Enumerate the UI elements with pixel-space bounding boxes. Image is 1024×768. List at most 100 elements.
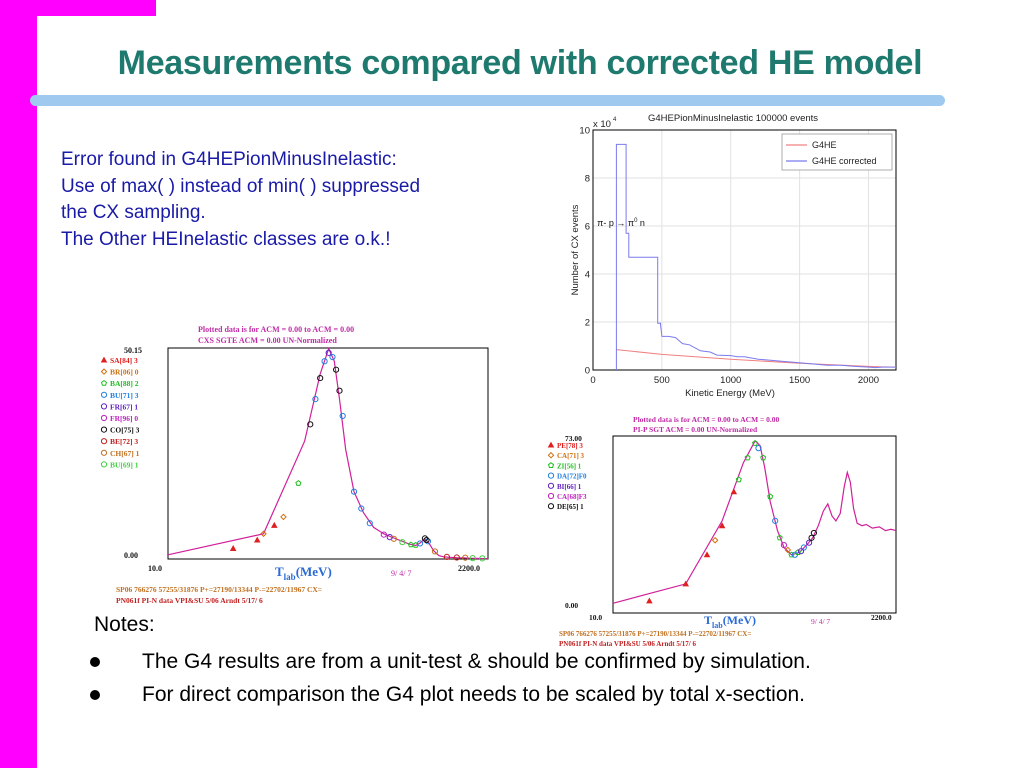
sgt-model-curve — [612, 439, 897, 604]
data-point — [462, 554, 469, 561]
data-point — [350, 488, 358, 495]
data-point — [784, 546, 792, 554]
g4-y-axis-label: Number of CX events — [570, 204, 581, 295]
error-line: Error found in G4HEPionMinusInelastic: — [61, 149, 397, 170]
legend-entry: SA[84] 3 — [110, 356, 138, 365]
bullet-icon — [90, 657, 100, 667]
data-point — [399, 539, 406, 546]
sgt-xmax-label: 2200.0 — [871, 613, 892, 622]
data-point — [431, 548, 439, 555]
data-point — [795, 549, 802, 555]
data-point — [100, 356, 108, 363]
data-point — [797, 548, 805, 555]
note-text: The G4 results are from a unit-test & sh… — [142, 650, 811, 673]
y-tick-label: 0 — [585, 366, 590, 377]
model-curve-line — [612, 439, 897, 604]
sgt-legend: PE[78] 3 CA[71] 3 ZI[56] 1 DA[72]F0 BI[66] 1… — [547, 441, 587, 511]
data-point — [280, 513, 287, 521]
data-point — [421, 535, 429, 542]
cxs-model-curve — [167, 346, 488, 560]
data-point — [325, 349, 332, 356]
legend-entry: BR[06] 0 — [110, 368, 139, 377]
data-point — [253, 536, 261, 543]
data-point — [271, 521, 278, 528]
data-point — [336, 387, 343, 394]
sgt-footer-line2: PN061f PI-N data VPI&SU 5/06 Arndt 5/17/… — [559, 640, 696, 648]
data-point — [307, 421, 314, 428]
g4-plot-frame — [592, 129, 897, 371]
sgt-ymax-label: 73.00 — [565, 434, 582, 443]
cxs-footer-line1: SP06 766276 57255/31876 P+=27190/13344 P… — [116, 585, 322, 594]
g4-legend-label: G4HE corrected — [812, 156, 877, 166]
data-point — [808, 534, 815, 541]
x-tick-label: 0 — [590, 375, 595, 386]
cxs-x-axis-label: Tlab(MeV) — [275, 564, 332, 582]
legend-entry: FR[96] 0 — [110, 414, 138, 423]
data-point — [321, 358, 328, 365]
error-line: Use of max( ) instead of min( ) suppress… — [61, 175, 421, 197]
g4-legend-label: G4HE — [812, 140, 837, 150]
data-point — [100, 403, 108, 410]
data-point — [547, 472, 555, 479]
sgt-x-axis-label: Tlab(MeV) — [704, 613, 756, 630]
data-point — [791, 551, 798, 558]
g4-legend: G4HE G4HE corrected — [781, 133, 893, 171]
data-point — [744, 454, 751, 461]
data-point — [329, 353, 336, 361]
cxs-data-plot: Plotted data is for ACM = 0.00 to ACM = … — [100, 325, 489, 605]
data-point — [100, 368, 108, 375]
legend-entry: CA[68]F3 — [557, 493, 587, 501]
top-accent-bar — [37, 0, 156, 16]
data-point — [260, 530, 267, 538]
bullet-icon — [90, 690, 100, 700]
y-tick-label: 2 — [585, 318, 590, 329]
sgt-header-line2: PI-P SGT ACM = 0.00 UN-Normalized — [633, 425, 758, 434]
g4-y-multiplier-exp: 4 — [613, 117, 617, 123]
data-point — [366, 520, 373, 527]
data-point — [547, 451, 555, 459]
cxs-header-line2: CXS SGTE ACM = 0.00 UN-Normalized — [198, 336, 337, 345]
data-point — [469, 555, 476, 562]
model-curve-line — [167, 346, 488, 560]
data-point — [380, 531, 387, 538]
x-tick-label: 1000 — [720, 375, 741, 386]
sgt-plot-frame — [612, 435, 897, 614]
legend-entry: DE[65] 1 — [557, 503, 584, 511]
slide-title: Measurements compared with corrected HE … — [117, 44, 923, 82]
data-point — [646, 597, 653, 604]
data-point — [423, 536, 430, 544]
legend-entry: BE[72] 3 — [110, 437, 138, 446]
cxs-xmin-label: 10.0 — [148, 564, 162, 573]
svg-text:π- p → π0 n: π- p → π0 n — [597, 218, 645, 228]
data-point — [810, 529, 817, 537]
error-description: Error found in G4HEPionMinusInelastic: U… — [61, 147, 511, 253]
legend-entry: CO[75] 3 — [110, 426, 140, 435]
notes-section: Notes: The G4 results are from a unit-te… — [90, 611, 994, 711]
sgt-data-plot: Plotted data is for ACM = 0.00 to ACM = … — [547, 415, 897, 648]
data-point — [730, 488, 738, 495]
data-point — [682, 580, 690, 587]
cxs-date-label: 9/ 4/ 7 — [391, 569, 411, 578]
sgt-xmin-label: 10.0 — [589, 613, 602, 622]
list-item: The G4 results are from a unit-test & sh… — [90, 645, 994, 678]
sgt-date-label: 9/ 4/ 7 — [811, 617, 830, 626]
cxs-header-line1: Plotted data is for ACM = 0.00 to ACM = … — [198, 325, 354, 334]
data-point — [788, 551, 795, 558]
g4-chart-title: G4HEPionMinusInelastic 100000 events — [648, 113, 818, 124]
data-point — [772, 517, 779, 524]
data-point — [312, 396, 319, 403]
data-point — [547, 482, 555, 489]
legend-entry: PE[78] 3 — [557, 442, 583, 450]
legend-entry: BI[66] 1 — [557, 483, 582, 491]
data-point — [806, 539, 813, 546]
cxs-ymin-label: 0.00 — [124, 551, 138, 560]
data-point — [718, 522, 726, 529]
x-tick-label: 2000 — [858, 375, 879, 386]
data-point — [317, 374, 324, 382]
g4-series-lines — [615, 143, 897, 370]
data-point — [100, 461, 108, 468]
legend-entry: FR[67] 1 — [110, 402, 138, 411]
g4-reaction-annotation: π- p → π0 n — [597, 218, 645, 228]
notes-list: The G4 results are from a unit-test & sh… — [90, 645, 994, 711]
data-point — [100, 379, 108, 386]
